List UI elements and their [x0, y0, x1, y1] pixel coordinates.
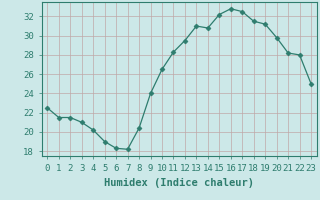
X-axis label: Humidex (Indice chaleur): Humidex (Indice chaleur)	[104, 178, 254, 188]
